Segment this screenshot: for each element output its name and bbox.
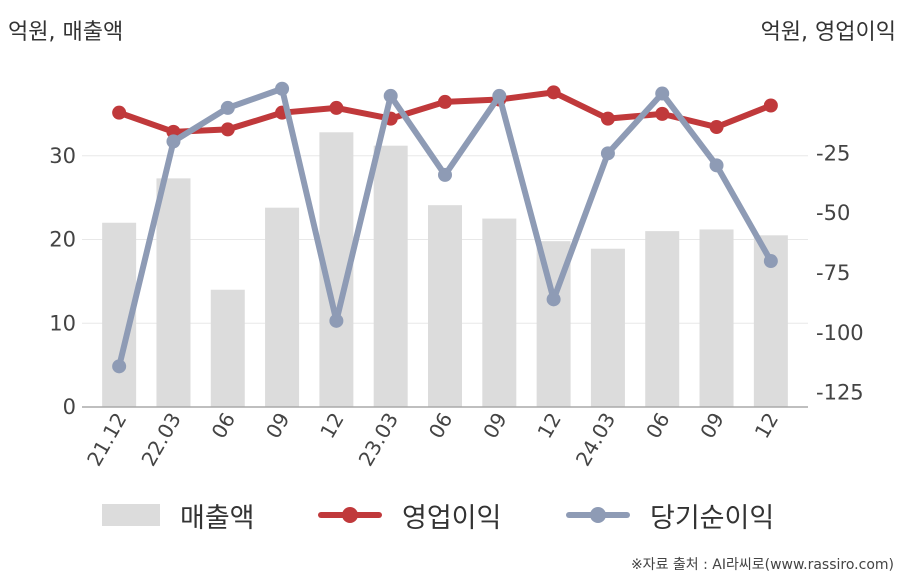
revenue-bar: [428, 205, 462, 407]
legend-swatch-net: [566, 504, 630, 526]
x-tick-label: 12: [315, 409, 349, 443]
right-tick-label: -125: [816, 381, 864, 405]
net-point: [166, 134, 181, 149]
x-tick-label: 09: [261, 409, 295, 443]
legend-item-operating: 영업이익: [318, 495, 501, 535]
legend-label-revenue: 매출액: [180, 502, 255, 534]
net-point: [275, 81, 290, 96]
operating-point: [709, 120, 724, 135]
line-series: [112, 81, 778, 374]
right-axis-ticks: -125 -100 -75 -50 -25: [816, 141, 864, 404]
x-tick-label: 09: [478, 409, 512, 443]
operating-point: [329, 100, 344, 115]
net-point: [383, 88, 398, 103]
x-tick-label: 21.12: [82, 409, 131, 471]
x-tick-label: 24.03: [571, 409, 620, 471]
operating-point: [166, 124, 181, 139]
revenue-bar: [265, 207, 300, 407]
net-point: [546, 292, 561, 307]
revenue-bar: [156, 178, 191, 407]
x-tick-label: 22.03: [136, 409, 185, 471]
right-axis-unit: 억원, 영업이익: [760, 20, 896, 45]
legend: 매출액 영업이익 당기순이익: [0, 495, 908, 535]
operating-point: [220, 122, 235, 137]
right-tick-label: -75: [816, 261, 850, 285]
net-point: [112, 359, 127, 374]
revenue-bar: [645, 231, 680, 407]
legend-item-net: 당기순이익: [566, 495, 774, 535]
net-point: [655, 86, 670, 101]
legend-label-operating: 영업이익: [402, 502, 502, 534]
revenue-bar: [590, 248, 625, 407]
operating-point: [655, 106, 670, 121]
right-tick-label: -25: [816, 141, 850, 165]
net-point: [763, 254, 778, 269]
legend-label-net: 당기순이익: [650, 502, 775, 534]
legend-swatch-operating: [318, 504, 382, 526]
operating-point: [546, 85, 561, 100]
left-tick-label: 0: [63, 395, 76, 419]
operating-point: [763, 98, 778, 113]
revenue-bar: [373, 145, 408, 407]
left-tick-label: 20: [49, 228, 76, 252]
operating-point: [438, 94, 452, 109]
operating-point: [112, 105, 127, 120]
net-point: [709, 158, 724, 173]
x-tick-label: 23.03: [354, 409, 403, 471]
x-tick-label: 12: [532, 409, 566, 443]
source-note: ※자료 출처 : AI라씨로(www.rassiro.com): [630, 557, 894, 573]
x-tick-label: 06: [207, 409, 241, 443]
x-tick-label: 06: [641, 409, 675, 443]
combo-chart: 0 10 20 30 -125 -100 -75 -50 -25 21.12 22.03 06 09…: [49, 81, 864, 471]
right-tick-label: -100: [816, 321, 864, 345]
net-point: [600, 146, 615, 161]
x-axis-ticks: 21.12 22.03 06 09 12 23.03 06 09 12 24.03 06 09 12: [82, 409, 783, 471]
left-tick-label: 10: [49, 311, 76, 335]
legend-swatch-revenue: [102, 504, 160, 526]
net-point: [438, 167, 452, 182]
x-tick-label: 12: [750, 409, 784, 443]
operating-point: [600, 111, 615, 126]
revenue-bar: [699, 229, 734, 407]
revenue-bars: [102, 132, 788, 408]
right-tick-label: -50: [816, 201, 850, 225]
net-point: [220, 100, 235, 115]
left-axis-ticks: 0 10 20 30: [49, 144, 76, 419]
left-axis-unit: 억원, 매출액: [8, 20, 124, 45]
net-point: [492, 88, 507, 103]
x-tick-label: 06: [424, 409, 458, 443]
revenue-bar: [482, 218, 517, 407]
net-point: [329, 313, 344, 328]
left-tick-label: 30: [49, 144, 76, 168]
legend-item-revenue: 매출액: [102, 495, 255, 535]
revenue-bar: [210, 289, 245, 407]
x-tick-label: 09: [695, 409, 729, 443]
